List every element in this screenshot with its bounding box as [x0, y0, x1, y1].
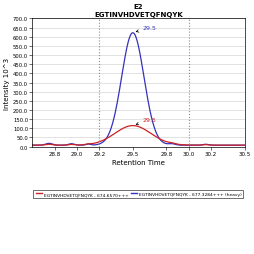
Text: 29.5: 29.5	[136, 118, 156, 125]
Y-axis label: Intensity 10^3: Intensity 10^3	[4, 57, 10, 109]
Text: 29.5: 29.5	[136, 26, 156, 33]
Legend: EGTINVHDVETQFNQYK - 674.6570+++, EGTINVHDVETQFNQYK - 677.3284+++ (heavy): EGTINVHDVETQFNQYK - 674.6570+++, EGTINVH…	[33, 190, 243, 198]
Title: E2
EGTINVHDVETQFNQYK: E2 EGTINVHDVETQFNQYK	[94, 4, 182, 18]
X-axis label: Retention Time: Retention Time	[112, 159, 164, 165]
